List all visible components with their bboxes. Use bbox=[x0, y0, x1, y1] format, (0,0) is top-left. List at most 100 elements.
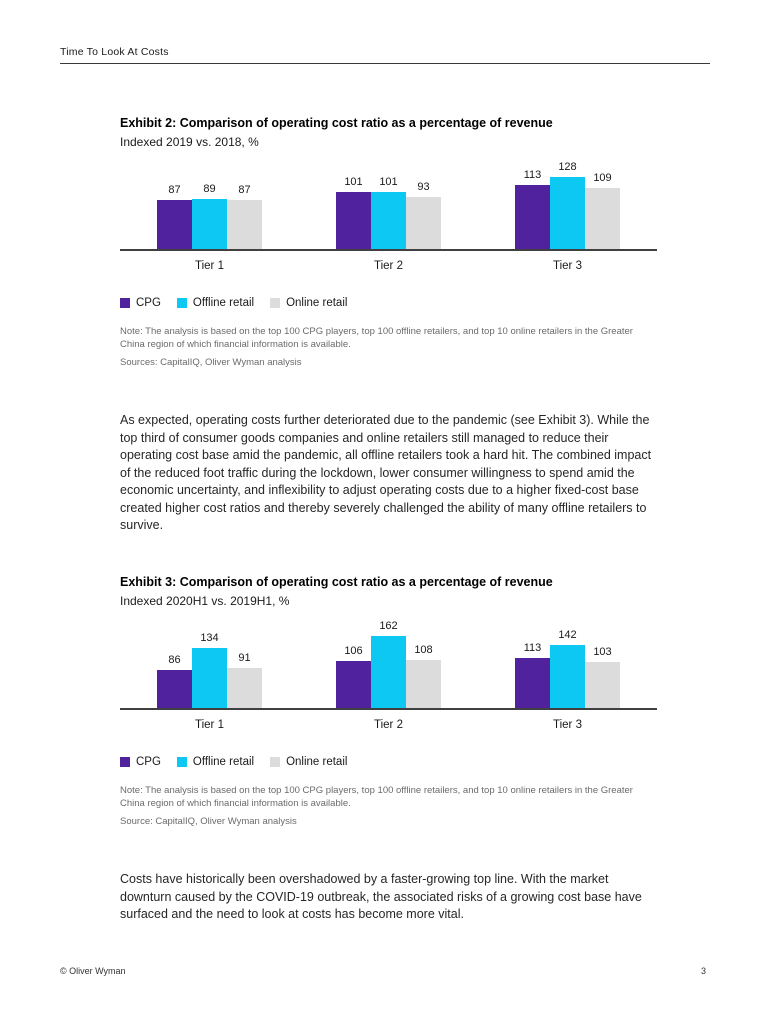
exhibit2-bar-chart: 87 89 87 101 101 93 113 128 109 Tier 1 Tier 2 Tier… bbox=[120, 161, 657, 272]
bar-column-offline-retail-tier-3: 128 bbox=[550, 161, 585, 250]
bar-column-cpg-tier-1: 87 bbox=[157, 184, 192, 250]
legend-label: CPG bbox=[136, 297, 161, 310]
bar-value-label: 87 bbox=[238, 184, 251, 197]
bar-value-label: 91 bbox=[238, 652, 251, 665]
legend-swatch-icon bbox=[270, 757, 281, 768]
bar-column-offline-retail-tier-1: 134 bbox=[192, 632, 227, 709]
bar-value-label: 86 bbox=[168, 654, 181, 667]
bar-online-retail bbox=[227, 200, 262, 250]
page-footer: © Oliver Wyman 3 bbox=[60, 966, 706, 976]
running-header: Time To Look At Costs bbox=[60, 46, 710, 64]
exhibit3-plot-area: 86 134 91 106 162 108 113 142 103 bbox=[120, 620, 657, 711]
header-rule bbox=[60, 63, 710, 64]
category-label-tier-3: Tier 3 bbox=[553, 719, 582, 732]
legend-swatch-icon bbox=[120, 757, 130, 768]
bar-cpg bbox=[336, 661, 371, 709]
bar-column-offline-retail-tier-1: 89 bbox=[192, 183, 227, 250]
bar-offline-retail bbox=[192, 648, 227, 709]
bar-online-retail bbox=[585, 188, 620, 250]
bar-column-offline-retail-tier-2: 162 bbox=[371, 620, 406, 709]
bar-column-cpg-tier-2: 106 bbox=[336, 645, 371, 709]
bar-cpg bbox=[515, 658, 550, 709]
bar-online-retail bbox=[585, 662, 620, 709]
bar-column-online-retail-tier-3: 109 bbox=[585, 172, 620, 250]
legend-swatch-icon bbox=[120, 298, 130, 309]
bar-value-label: 113 bbox=[523, 169, 542, 182]
legend-item-online-retail: Online retail bbox=[270, 297, 347, 309]
legend-swatch-icon bbox=[176, 757, 187, 768]
category-label-tier-1: Tier 1 bbox=[195, 719, 224, 732]
bar-offline-retail bbox=[192, 199, 227, 250]
legend-label: CPG bbox=[136, 756, 161, 769]
bar-offline-retail bbox=[550, 645, 585, 709]
exhibit3-category-axis: Tier 1 Tier 2 Tier 3 bbox=[120, 719, 657, 731]
bar-group-tier-3: 113 128 109 bbox=[515, 161, 620, 250]
category-label-tier-2: Tier 2 bbox=[374, 719, 403, 732]
bar-value-label: 113 bbox=[523, 642, 542, 655]
bar-online-retail bbox=[227, 668, 262, 709]
bar-value-label: 162 bbox=[379, 620, 398, 633]
exhibit3-legend: CPG Offline retail Online retail bbox=[120, 756, 657, 768]
bar-value-label: 93 bbox=[417, 181, 430, 194]
bar-online-retail bbox=[406, 660, 441, 709]
bar-value-label: 109 bbox=[593, 172, 612, 185]
bar-value-label: 142 bbox=[558, 629, 577, 642]
exhibit3-source: Source: CapitalIQ, Oliver Wyman analysis bbox=[120, 816, 297, 828]
bar-value-label: 106 bbox=[344, 645, 363, 658]
legend-label: Offline retail bbox=[192, 297, 255, 310]
body-paragraph-2: Costs have historically been overshadowe… bbox=[120, 872, 642, 922]
exhibit2-plot-area: 87 89 87 101 101 93 113 128 109 bbox=[120, 161, 657, 252]
legend-label: Online retail bbox=[286, 756, 348, 769]
category-label-tier-1: Tier 1 bbox=[195, 260, 224, 273]
exhibit2-note: Note: The analysis is based on the top 1… bbox=[120, 326, 633, 350]
bar-value-label: 89 bbox=[203, 183, 216, 196]
bar-offline-retail bbox=[550, 177, 585, 250]
bar-cpg bbox=[336, 192, 371, 250]
bar-cpg bbox=[157, 200, 192, 250]
legend-item-online-retail: Online retail bbox=[270, 756, 347, 768]
category-label-tier-3: Tier 3 bbox=[553, 260, 582, 273]
exhibit2-subtitle: Indexed 2019 vs. 2018, % bbox=[120, 135, 259, 150]
legend-swatch-icon bbox=[270, 298, 281, 309]
bar-cpg bbox=[157, 670, 192, 709]
exhibit2-category-axis: Tier 1 Tier 2 Tier 3 bbox=[120, 260, 657, 272]
bar-value-label: 87 bbox=[168, 184, 181, 197]
legend-label: Online retail bbox=[286, 297, 348, 310]
page-content: Exhibit 2: Comparison of operating cost … bbox=[120, 116, 657, 924]
bar-group-tier-1: 87 89 87 bbox=[157, 183, 262, 250]
bar-column-cpg-tier-3: 113 bbox=[515, 642, 550, 709]
bar-offline-retail bbox=[371, 192, 406, 250]
exhibit3-note: Note: The analysis is based on the top 1… bbox=[120, 785, 633, 809]
exhibit3-subtitle: Indexed 2020H1 vs. 2019H1, % bbox=[120, 594, 290, 609]
bar-group-tier-1: 86 134 91 bbox=[157, 632, 262, 709]
exhibit3-title: Exhibit 3: Comparison of operating cost … bbox=[120, 574, 553, 589]
bar-value-label: 103 bbox=[593, 646, 612, 659]
bar-column-offline-retail-tier-2: 101 bbox=[371, 176, 406, 250]
exhibit2-title: Exhibit 2: Comparison of operating cost … bbox=[120, 116, 553, 130]
legend-item-offline-retail: Offline retail bbox=[176, 297, 255, 310]
bar-value-label: 128 bbox=[558, 161, 577, 174]
bar-online-retail bbox=[406, 197, 441, 250]
legend-item-cpg: CPG bbox=[120, 297, 161, 309]
bar-value-label: 108 bbox=[414, 644, 433, 657]
bar-group-tier-2: 106 162 108 bbox=[336, 620, 441, 709]
legend-swatch-icon bbox=[176, 298, 187, 309]
body-paragraph-1: As expected, operating costs further det… bbox=[120, 413, 652, 533]
exhibit2-section: Exhibit 2: Comparison of operating cost … bbox=[120, 116, 657, 368]
bar-offline-retail bbox=[371, 636, 406, 709]
footer-page-number: 3 bbox=[700, 966, 706, 976]
bar-column-online-retail-tier-2: 108 bbox=[406, 644, 441, 709]
bar-column-cpg-tier-1: 86 bbox=[157, 654, 192, 709]
exhibit2-legend: CPG Offline retail Online retail bbox=[120, 297, 657, 309]
bar-column-online-retail-tier-2: 93 bbox=[406, 181, 441, 250]
bar-value-label: 101 bbox=[344, 176, 363, 189]
category-label-tier-2: Tier 2 bbox=[374, 260, 403, 273]
bar-column-offline-retail-tier-3: 142 bbox=[550, 629, 585, 709]
bar-group-tier-3: 113 142 103 bbox=[515, 629, 620, 709]
legend-item-offline-retail: Offline retail bbox=[176, 756, 254, 768]
bar-column-cpg-tier-2: 101 bbox=[336, 176, 371, 250]
legend-item-cpg: CPG bbox=[120, 756, 161, 768]
running-header-title: Time To Look At Costs bbox=[60, 46, 169, 58]
exhibit3-section: Exhibit 3: Comparison of operating cost … bbox=[120, 575, 657, 827]
bar-group-tier-2: 101 101 93 bbox=[336, 176, 441, 250]
